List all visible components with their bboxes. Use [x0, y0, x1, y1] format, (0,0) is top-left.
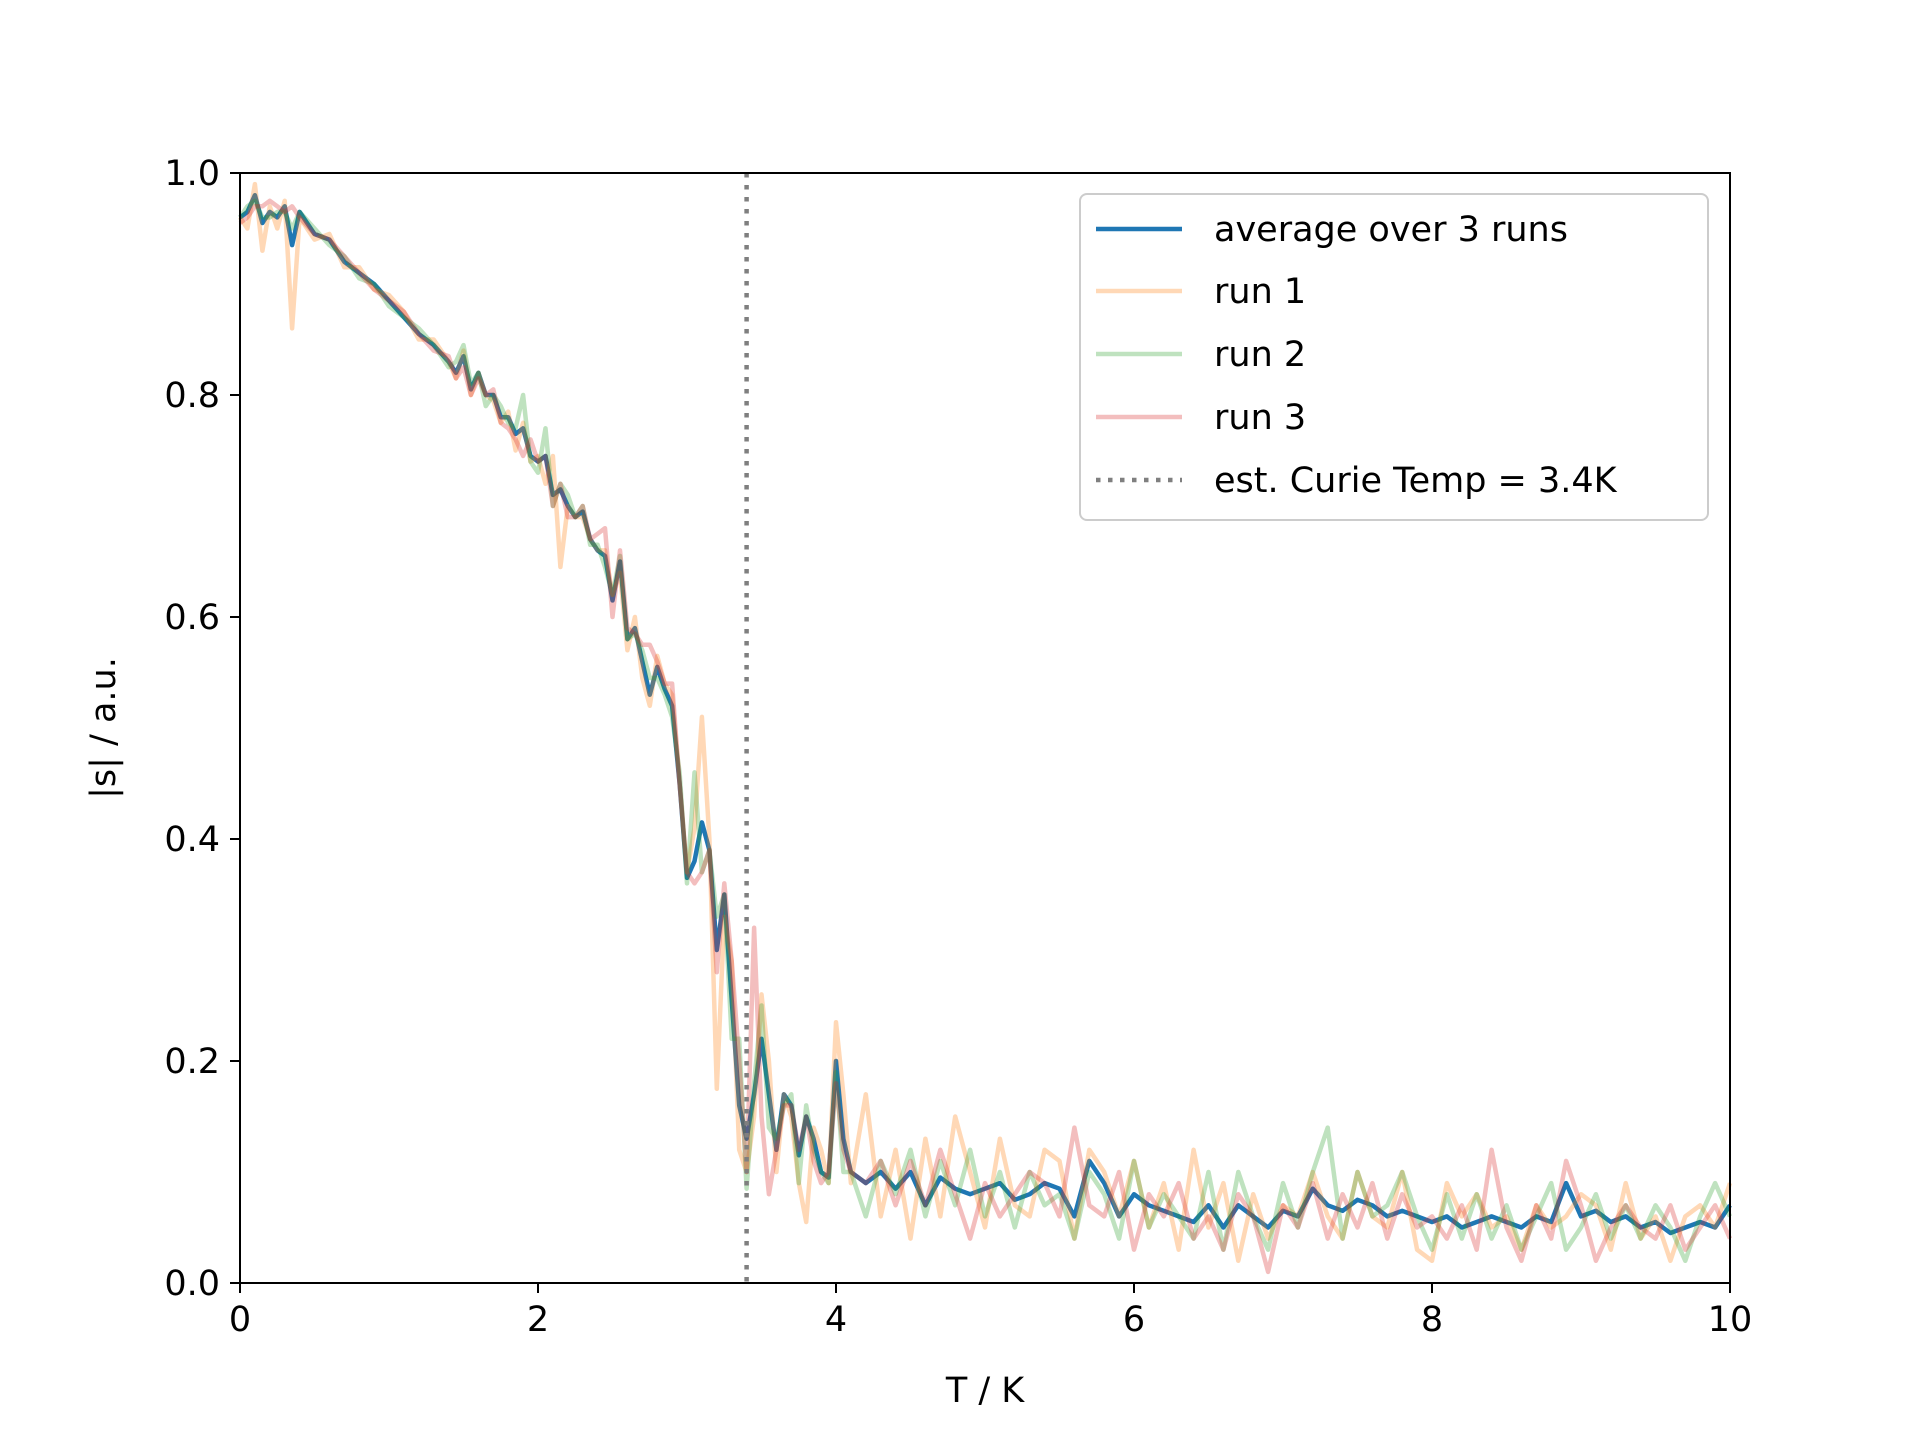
- x-tick-label: 10: [1708, 1300, 1753, 1340]
- x-tick-label: 8: [1421, 1300, 1443, 1340]
- plot-frame: [239, 172, 1731, 1284]
- x-tick-label: 2: [527, 1300, 549, 1340]
- legend-box: [1079, 193, 1709, 521]
- legend-label-run-1: run 1: [1214, 272, 1306, 312]
- legend-label-run-3: run 3: [1214, 398, 1306, 438]
- series-line-average: [238, 192, 1732, 1236]
- y-tick-label: 1.0: [164, 154, 220, 194]
- legend: average over 3 runs run 1 run 2 run 3 es…: [1079, 193, 1709, 521]
- legend-label-run-2: run 2: [1214, 335, 1306, 375]
- y-tick-label: 0.6: [164, 598, 220, 638]
- legend-label-curie-temp: est. Curie Temp = 3.4K: [1214, 461, 1618, 501]
- y-tick-label: 0.4: [164, 820, 220, 860]
- series-line-run-2: [238, 198, 1733, 1264]
- series-line-run-1: [238, 181, 1733, 1264]
- x-axis-label: T / K: [945, 1371, 1025, 1411]
- x-tick-label: 0: [229, 1300, 251, 1340]
- y-tick-label: 0.0: [164, 1264, 220, 1304]
- y-axis-label: |s| / a.u.: [84, 657, 124, 799]
- y-tick-label: 0.2: [164, 1042, 220, 1082]
- x-tick-label: 4: [825, 1300, 847, 1340]
- x-tick-label: 6: [1123, 1300, 1145, 1340]
- y-tick-label: 0.8: [164, 376, 220, 416]
- series-line-run-3: [238, 198, 1733, 1275]
- y-axis: 0.0 0.2 0.4 0.6 0.8 1.0: [164, 154, 240, 1304]
- x-axis: 0 2 4 6 8 10: [229, 1283, 1752, 1340]
- series-layer: [238, 181, 1733, 1275]
- legend-label-average: average over 3 runs: [1214, 210, 1568, 250]
